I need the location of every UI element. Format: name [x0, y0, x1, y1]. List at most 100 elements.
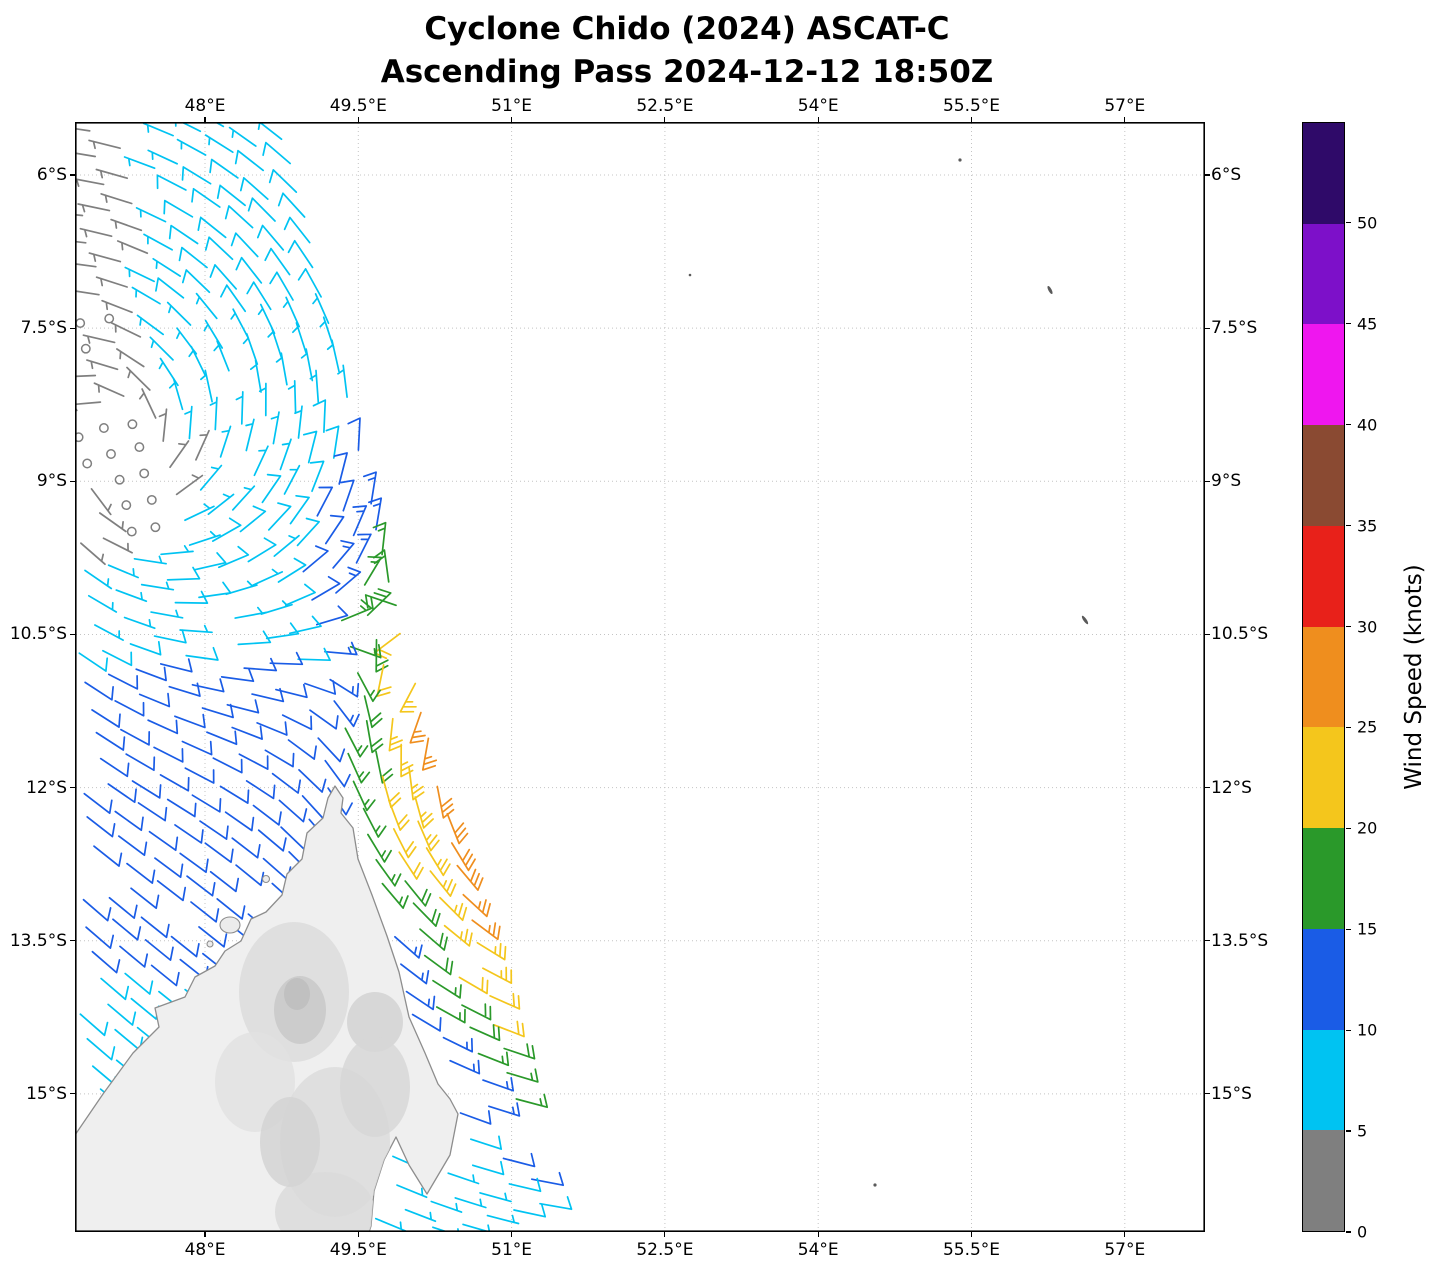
wind-barb	[228, 126, 257, 147]
wind-barb	[190, 901, 220, 923]
wind-barb	[138, 692, 171, 708]
wind-barb	[506, 1068, 539, 1083]
wind-barb	[209, 264, 238, 290]
wind-barb	[362, 471, 377, 505]
wind-barb	[251, 687, 285, 703]
wind-barb	[387, 799, 410, 831]
wind-barb	[399, 682, 417, 713]
wind-barb	[174, 824, 204, 844]
wind-barb	[231, 725, 263, 740]
wind-barb	[231, 837, 261, 859]
wind-barb	[425, 847, 451, 877]
lat-tick-mark	[1205, 940, 1210, 942]
wind-barb	[340, 599, 373, 622]
wind-barb	[309, 369, 320, 404]
wind-barb	[267, 502, 292, 531]
wind-barb	[430, 1200, 463, 1213]
wind-barb	[508, 1177, 542, 1193]
colorbar-segment	[1303, 828, 1344, 929]
wind-barb	[311, 575, 341, 601]
figure-title: Cyclone Chido (2024) ASCAT-C Ascending P…	[381, 8, 994, 94]
island-dot	[873, 1183, 877, 1187]
wind-barb	[201, 703, 234, 719]
wind-barb	[289, 494, 310, 525]
wind-barb	[367, 833, 392, 863]
wind-barb	[253, 445, 269, 477]
wind-barb	[256, 224, 285, 251]
wind-barb	[174, 713, 206, 729]
wind-barb	[297, 268, 322, 298]
wind-barb	[155, 277, 185, 299]
wind-barb	[168, 224, 199, 245]
wind-barb	[231, 485, 256, 511]
wind-barb	[168, 377, 184, 411]
wind-barb	[160, 545, 194, 556]
wind-barb	[252, 804, 282, 826]
wind-barb	[423, 954, 454, 976]
wind-barb	[302, 545, 329, 573]
wind-barb	[119, 945, 149, 968]
wind-barb	[264, 247, 291, 276]
wind-barb	[239, 505, 267, 533]
wind-barb	[309, 709, 339, 730]
wind-barb	[216, 184, 246, 207]
calm-wind-circle	[80, 343, 91, 354]
wind-barb	[273, 534, 300, 557]
lon-tick-mark	[511, 1232, 513, 1237]
wind-barb	[184, 767, 215, 784]
wind-barb	[147, 149, 179, 165]
wind-barb	[381, 882, 409, 909]
colorbar-label: Wind Speed (knots)	[1401, 564, 1427, 790]
wind-barb	[107, 673, 139, 690]
wind-barb	[449, 1059, 481, 1075]
wind-barb	[278, 799, 308, 823]
wind-barb	[86, 359, 119, 371]
lon-tick-mark	[1124, 1232, 1126, 1237]
wind-barb	[247, 197, 276, 222]
wind-barb	[462, 893, 491, 918]
wind-barb	[114, 810, 144, 832]
colorbar-tick-mark	[1346, 726, 1351, 729]
wind-barb	[203, 319, 224, 349]
wind-barb	[282, 296, 301, 328]
calm-wind-circle	[114, 474, 125, 485]
wind-barb	[101, 299, 133, 314]
wind-barb	[126, 862, 156, 884]
wind-barb	[116, 348, 145, 368]
wind-barb	[144, 939, 174, 961]
wind-barb	[398, 851, 424, 880]
wind-barb	[188, 345, 207, 377]
wind-barb	[156, 174, 187, 191]
wind-barb	[456, 864, 484, 891]
wind-barb	[439, 896, 468, 922]
wind-barb	[179, 624, 213, 634]
wind-barb	[115, 589, 148, 603]
wind-barb	[166, 301, 192, 326]
wind-barb	[80, 542, 106, 566]
wind-barb	[252, 568, 284, 587]
wind-barb	[261, 473, 282, 504]
wind-barb	[220, 668, 255, 683]
colorbar-tick-mark	[1346, 827, 1351, 829]
wind-barb	[156, 880, 187, 902]
wind-barb	[174, 590, 209, 604]
lat-tick-mark	[1205, 327, 1210, 329]
wind-barb	[140, 916, 170, 939]
wind-barb	[317, 737, 346, 763]
wind-barb	[264, 749, 295, 768]
wind-barb	[138, 388, 157, 419]
lat-tick-label-right: 12°S	[1211, 777, 1252, 798]
lat-tick-label-right: 7.5°S	[1211, 318, 1258, 339]
wind-barb	[337, 364, 348, 398]
calm-wind-circle	[150, 522, 161, 533]
wind-barb	[352, 780, 376, 812]
wind-barb	[108, 896, 138, 919]
wind-barb	[239, 177, 269, 200]
wind-barb	[269, 651, 304, 666]
wind-barb	[459, 1110, 492, 1125]
wind-barb	[396, 1184, 428, 1199]
wind-barb	[91, 950, 121, 974]
wind-barb	[347, 417, 361, 451]
wind-barb	[149, 336, 174, 361]
wind-barb	[447, 1172, 480, 1185]
